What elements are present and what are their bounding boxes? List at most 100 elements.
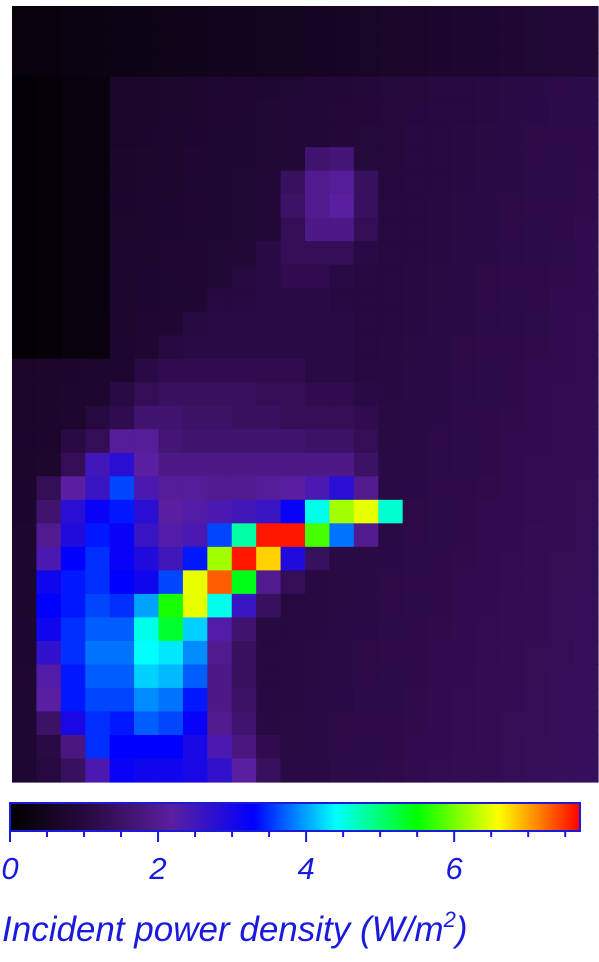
heatmap-cell <box>329 264 355 289</box>
heatmap-cell <box>12 217 38 242</box>
colorbar <box>0 795 599 860</box>
heatmap-cell <box>60 476 86 501</box>
heatmap-cell <box>475 382 501 407</box>
heatmap-cell <box>109 288 135 313</box>
heatmap-cell <box>329 523 355 548</box>
heatmap-cell <box>573 570 599 595</box>
heatmap-cell <box>60 311 86 336</box>
heatmap-cell <box>207 53 233 78</box>
heatmap-cell <box>353 147 379 172</box>
heatmap-cell <box>134 734 160 760</box>
heatmap-cell <box>402 711 428 736</box>
heatmap-cell <box>305 100 331 125</box>
heatmap-cell <box>573 429 599 454</box>
heatmap-cell <box>573 76 599 101</box>
heatmap-cell <box>280 429 306 454</box>
heatmap-cell <box>573 217 599 242</box>
colorbar-tick-label: 0 <box>1 851 19 886</box>
heatmap-cell <box>36 194 62 219</box>
heatmap-cell <box>475 100 501 125</box>
heatmap-cell <box>280 546 306 571</box>
heatmap-cell <box>256 335 282 360</box>
heatmap-cell <box>207 476 233 501</box>
heatmap-cell <box>402 311 428 336</box>
heatmap-cell <box>256 170 282 195</box>
heatmap-cell <box>524 264 550 289</box>
heatmap-cell <box>549 570 575 595</box>
heatmap-cell <box>85 429 111 454</box>
heatmap-cell <box>573 734 599 760</box>
heatmap-cell <box>207 335 233 360</box>
heatmap-cell <box>60 217 86 242</box>
heatmap-cell <box>60 758 86 783</box>
heatmap-cell <box>427 499 453 524</box>
heatmap-cell <box>158 53 184 78</box>
heatmap-cell <box>329 570 355 595</box>
heatmap-cell <box>329 241 355 266</box>
heatmap-cell <box>182 100 208 125</box>
heatmap-cell <box>36 617 62 642</box>
heatmap-cell <box>451 123 477 148</box>
heatmap-cell <box>305 358 331 383</box>
heatmap-cell <box>85 335 111 360</box>
heatmap-cell <box>475 523 501 548</box>
heatmap-cell <box>378 264 404 289</box>
heatmap-cell <box>36 711 62 736</box>
heatmap-cell <box>500 405 526 430</box>
heatmap-cell <box>475 29 501 54</box>
heatmap-cell <box>158 429 184 454</box>
heatmap-cell <box>524 147 550 172</box>
heatmap-cell <box>329 382 355 407</box>
heatmap-cell <box>378 311 404 336</box>
heatmap-cell <box>305 640 331 666</box>
heatmap-cell <box>475 170 501 195</box>
heatmap-cell <box>305 617 331 642</box>
heatmap-cell <box>12 241 38 266</box>
heatmap-cell <box>36 335 62 360</box>
heatmap-cell <box>427 147 453 172</box>
heatmap-cell <box>182 147 208 172</box>
colorbar-label-close: ) <box>455 910 468 949</box>
heatmap-cell <box>109 570 135 595</box>
heatmap-cell <box>500 335 526 360</box>
heatmap-cell <box>549 123 575 148</box>
heatmap-cell <box>85 523 111 548</box>
heatmap-cell <box>231 640 257 666</box>
heatmap-cell <box>451 452 477 477</box>
heatmap-cell <box>109 758 135 783</box>
heatmap-cell <box>207 405 233 430</box>
heatmap-cell <box>524 288 550 313</box>
heatmap-cell <box>109 217 135 242</box>
heatmap-cell <box>231 405 257 430</box>
heatmap-cell <box>36 593 62 618</box>
heatmap-cell <box>427 217 453 242</box>
heatmap-cell <box>524 640 550 666</box>
heatmap-cell <box>158 734 184 760</box>
heatmap-cell <box>475 241 501 266</box>
heatmap-cell <box>85 170 111 195</box>
heatmap-cell <box>329 711 355 736</box>
heatmap-cell <box>549 76 575 101</box>
heatmap-cell <box>549 734 575 760</box>
heatmap-cell <box>329 6 355 31</box>
heatmap-cell <box>256 476 282 501</box>
heatmap-cell <box>329 499 355 524</box>
heatmap-cell <box>573 147 599 172</box>
heatmap-cell <box>231 617 257 642</box>
heatmap-cell <box>280 617 306 642</box>
heatmap-cell <box>256 546 282 571</box>
heatmap-cell <box>500 664 526 689</box>
heatmap-cell <box>12 640 38 666</box>
heatmap-cell <box>85 76 111 101</box>
heatmap-cell <box>524 123 550 148</box>
heatmap-cell <box>549 170 575 195</box>
heatmap-cell <box>158 123 184 148</box>
heatmap-cell <box>378 335 404 360</box>
heatmap-cell <box>305 758 331 783</box>
heatmap-cell <box>475 335 501 360</box>
heatmap-cell <box>85 687 111 713</box>
heatmap-cell <box>475 123 501 148</box>
heatmap-cell <box>475 217 501 242</box>
heatmap-cell <box>85 29 111 54</box>
heatmap-cell <box>207 6 233 31</box>
